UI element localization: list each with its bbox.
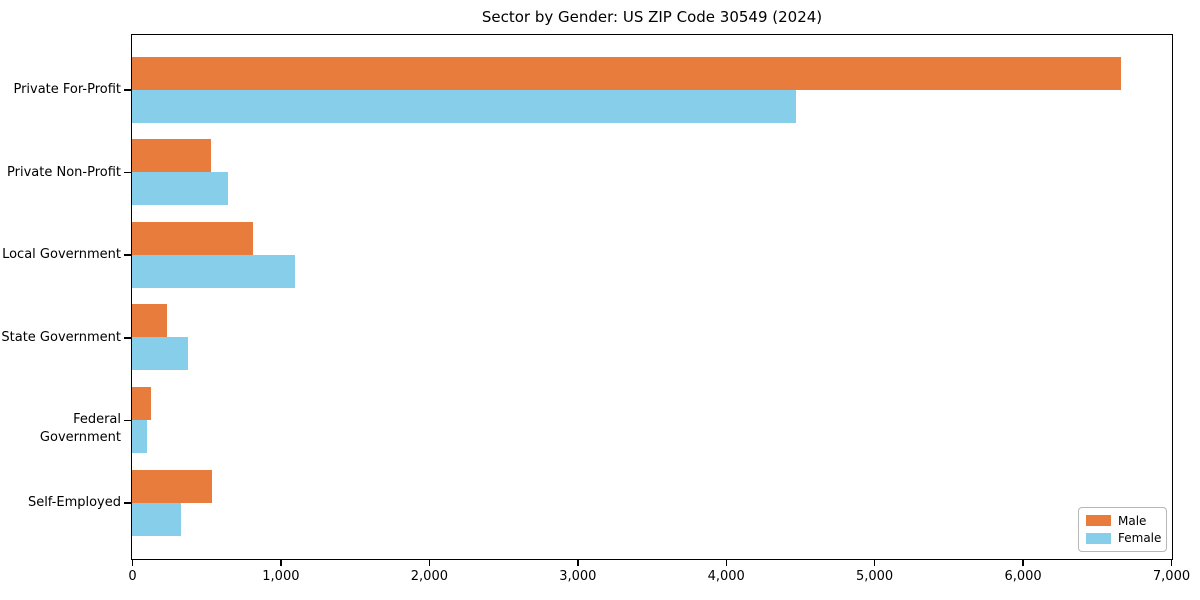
x-tick: [280, 560, 282, 566]
plot-area: [131, 34, 1173, 560]
female-bar: [132, 337, 189, 371]
y-tick: [124, 254, 131, 256]
legend-swatch-female: [1086, 532, 1111, 544]
category-label: Private Non-Profit: [7, 164, 121, 180]
male-bar: [132, 386, 152, 420]
male-bar: [132, 469, 213, 503]
x-tick: [428, 560, 431, 566]
male-bar: [132, 56, 1121, 90]
x-tick-label: 0: [128, 569, 137, 584]
female-bar: [132, 419, 147, 453]
x-tick-label: 1,000: [262, 569, 300, 584]
category-label: Private For-Profit: [13, 82, 121, 97]
category-label: Local Government: [2, 247, 121, 263]
category-label: State Government: [1, 329, 121, 345]
x-tick-label: 2,000: [410, 569, 448, 584]
legend-item-male: Male: [1086, 514, 1159, 528]
x-tick: [577, 560, 579, 566]
y-tick: [124, 502, 131, 504]
male-bar: [132, 304, 167, 338]
legend-item-female: Female: [1086, 531, 1162, 546]
x-tick: [1170, 560, 1173, 566]
legend: Male Female: [1078, 507, 1167, 552]
female-bar: [132, 502, 181, 536]
x-tick-label: 4,000: [707, 569, 745, 584]
y-tick: [124, 171, 131, 174]
legend-swatch-male: [1086, 515, 1111, 527]
y-tick: [124, 419, 131, 422]
female-bar: [132, 254, 295, 288]
legend-label-female: Female: [1118, 531, 1162, 546]
male-bar: [132, 221, 253, 255]
x-tick: [131, 560, 134, 566]
x-tick-label: 7,000: [1152, 569, 1191, 584]
y-tick: [124, 89, 131, 91]
x-tick-label: 3,000: [559, 569, 597, 584]
x-tick: [873, 560, 876, 566]
category-label: Federal Government: [39, 412, 121, 446]
x-tick: [725, 560, 727, 566]
x-tick-label: 6,000: [1004, 569, 1042, 584]
male-bar: [132, 139, 212, 173]
y-tick: [124, 337, 131, 339]
x-tick: [1022, 560, 1024, 566]
category-label: Self-Employed: [27, 495, 121, 510]
female-bar: [132, 172, 228, 206]
chart-title: Sector by Gender: US ZIP Code 30549 (202…: [481, 8, 823, 26]
female-bar: [132, 89, 796, 123]
x-tick-label: 5,000: [855, 569, 894, 584]
legend-label-male: Male: [1118, 513, 1147, 528]
